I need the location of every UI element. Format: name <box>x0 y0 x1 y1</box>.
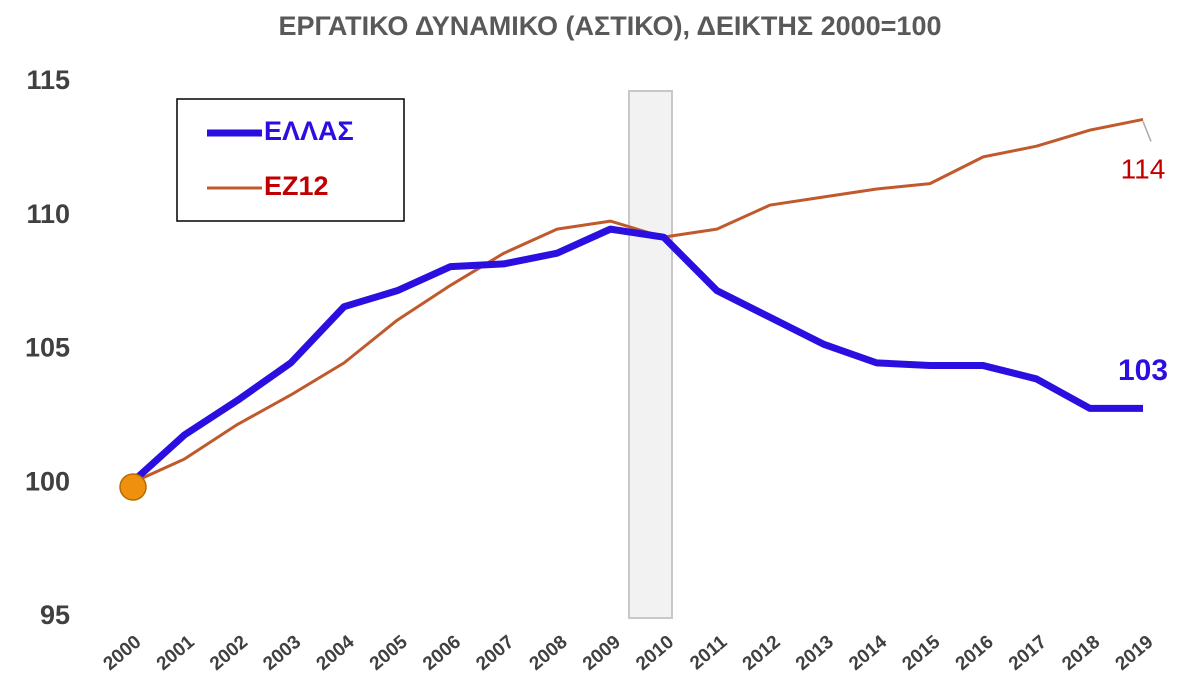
x-tick-label: 2009 <box>579 632 625 675</box>
y-tick-label: 110 <box>26 199 70 229</box>
x-tick-label: 2010 <box>632 632 678 675</box>
x-tick-label: 2011 <box>686 631 731 674</box>
y-tick-label: 95 <box>40 600 70 630</box>
legend-label: ΕΛΛΑΣ <box>264 116 354 146</box>
legend-box <box>176 98 405 222</box>
x-tick-label: 2000 <box>100 632 146 675</box>
x-tick-label: 2016 <box>952 632 998 675</box>
series-line <box>128 225 1143 486</box>
x-tick-label: 2012 <box>739 632 785 675</box>
x-tick-label: 2013 <box>792 632 838 675</box>
leader-line <box>1142 121 1152 142</box>
x-tick-label: 2001 <box>153 631 199 675</box>
data-label: 103 <box>1118 354 1168 387</box>
x-tick-label: 2017 <box>1005 632 1051 675</box>
x-tick-label: 2019 <box>1112 632 1158 675</box>
x-tick-label: 2015 <box>898 631 944 675</box>
series-line <box>130 117 1144 485</box>
x-tick-label: 2007 <box>472 632 518 675</box>
x-tick-label: 2018 <box>1058 632 1104 675</box>
start-marker <box>119 473 147 501</box>
data-label: 114 <box>1121 153 1166 184</box>
x-tick-label: 2008 <box>526 632 572 675</box>
x-tick-label: 2002 <box>206 632 252 675</box>
x-tick-label: 2014 <box>845 631 891 675</box>
y-tick-label: 100 <box>25 466 70 496</box>
x-tick-label: 2005 <box>366 631 412 675</box>
x-tick-label: 2006 <box>419 632 465 675</box>
highlight-band <box>628 90 673 619</box>
legend-label: ΕΖ12 <box>264 171 329 201</box>
x-tick-label: 2003 <box>259 632 305 675</box>
chart-title: ΕΡΓΑΤΙΚΟ ΔΥΝΑΜΙΚΟ (ΑΣΤΙΚΟ), ΔΕΙΚΤΗΣ 2000… <box>279 11 942 41</box>
y-tick-label: 105 <box>25 333 70 363</box>
y-tick-label: 115 <box>26 65 70 95</box>
x-tick-label: 2004 <box>313 631 359 675</box>
